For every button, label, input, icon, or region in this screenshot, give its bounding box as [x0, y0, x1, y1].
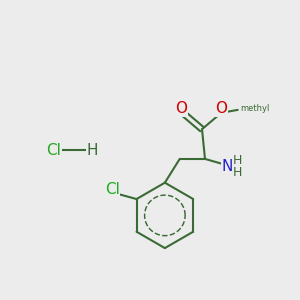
Text: methyl: methyl	[241, 104, 270, 113]
Text: H: H	[86, 142, 98, 158]
Text: H: H	[232, 154, 242, 167]
Text: Cl: Cl	[105, 182, 120, 197]
Text: O: O	[215, 101, 227, 116]
Text: N: N	[222, 159, 233, 174]
Text: Cl: Cl	[46, 142, 61, 158]
Text: H: H	[232, 166, 242, 179]
Text: O: O	[175, 101, 187, 116]
